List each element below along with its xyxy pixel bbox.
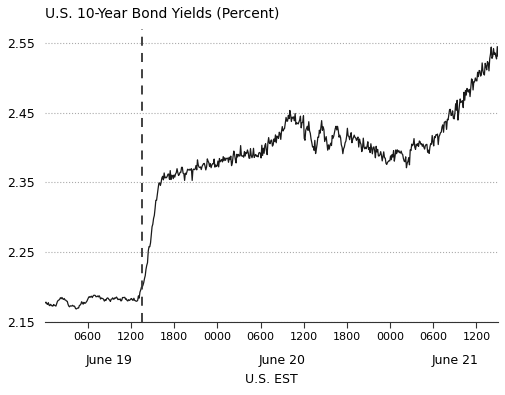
Text: U.S. EST: U.S. EST (245, 373, 297, 386)
Text: June 21: June 21 (431, 354, 478, 367)
Text: June 19: June 19 (86, 354, 133, 367)
Text: June 20: June 20 (259, 354, 306, 367)
Text: U.S. 10-Year Bond Yields (Percent): U.S. 10-Year Bond Yields (Percent) (44, 7, 279, 21)
